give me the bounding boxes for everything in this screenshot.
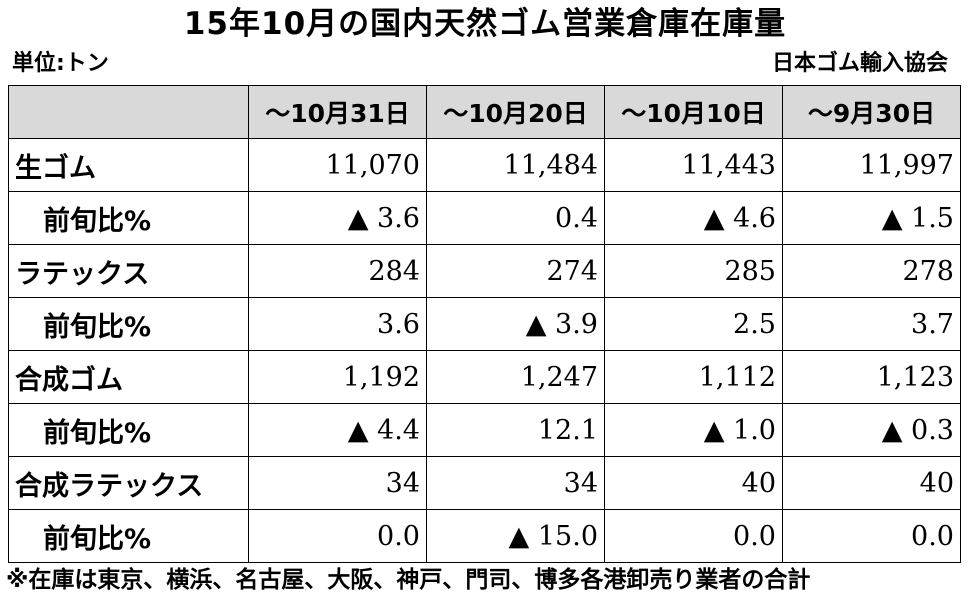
table-header-corner xyxy=(8,85,249,139)
table-cell: 3.7 xyxy=(782,297,961,351)
table-cell-negative: 1.5 xyxy=(782,191,961,245)
table-cell: 284 xyxy=(248,244,427,298)
table-cell: 285 xyxy=(604,244,783,298)
row-label: ラテックス xyxy=(8,244,249,298)
source-label: 日本ゴム輸入協会 xyxy=(771,51,948,76)
table-row: 前旬比%3.60.44.61.5 xyxy=(8,191,961,245)
row-label-change: 前旬比% xyxy=(8,297,249,351)
table-row: 前旬比%3.63.92.53.7 xyxy=(8,297,961,351)
table-cell-negative: 3.9 xyxy=(426,297,605,351)
table-cell-negative: 4.6 xyxy=(604,191,783,245)
table-cell: 274 xyxy=(426,244,605,298)
table-row: 前旬比%0.015.00.00.0 xyxy=(8,509,961,563)
row-label-change: 前旬比% xyxy=(8,403,249,457)
unit-label: 単位:トン xyxy=(12,51,109,76)
column-header: ～10月20日 xyxy=(426,85,605,139)
table-cell: 0.0 xyxy=(248,509,427,563)
table-row: 生ゴム 11,070 11,484 11,443 11,997 xyxy=(8,138,961,192)
table-cell: 3.6 xyxy=(248,297,427,351)
table-header-row: ～10月31日 ～10月20日 ～10月10日 ～9月30日 xyxy=(8,85,961,139)
column-header: ～10月31日 xyxy=(248,85,427,139)
table-cell: 40 xyxy=(782,456,961,510)
table-cell: 2.5 xyxy=(604,297,783,351)
column-header: ～10月10日 xyxy=(604,85,783,139)
table-row: ラテックス 284 274 285 278 xyxy=(8,244,961,298)
table-cell: 1,192 xyxy=(248,350,427,404)
table-cell: 0.0 xyxy=(604,509,783,563)
row-label: 合成ゴム xyxy=(8,350,249,404)
column-header: ～9月30日 xyxy=(782,85,961,139)
table-body: 生ゴム11,07011,48411,44311,997前旬比%3.60.44.6… xyxy=(8,138,961,563)
table-cell: 0.0 xyxy=(782,509,961,563)
table-row: 合成ゴム 1,192 1,247 1,112 1,123 xyxy=(8,350,961,404)
row-label: 生ゴム xyxy=(8,138,249,192)
table-cell: 1,247 xyxy=(426,350,605,404)
table-row: 前旬比%4.412.11.00.3 xyxy=(8,403,961,457)
table-cell: 11,443 xyxy=(604,138,783,192)
table-cell-negative: 4.4 xyxy=(248,403,427,457)
table-cell-negative: 15.0 xyxy=(426,509,605,563)
table-cell: 11,484 xyxy=(426,138,605,192)
table-row: 合成ラテックス 34 34 40 40 xyxy=(8,456,961,510)
table-cell-negative: 3.6 xyxy=(248,191,427,245)
table-cell: 11,070 xyxy=(248,138,427,192)
table-cell: 11,997 xyxy=(782,138,961,192)
table-cell: 12.1 xyxy=(426,403,605,457)
table-cell: 1,123 xyxy=(782,350,961,404)
row-label: 合成ラテックス xyxy=(8,456,249,510)
table-cell: 40 xyxy=(604,456,783,510)
table-cell: 34 xyxy=(426,456,605,510)
table-cell-negative: 1.0 xyxy=(604,403,783,457)
row-label-change: 前旬比% xyxy=(8,509,249,563)
footnote: ※在庫は東京、横浜、名古屋、大阪、神戸、門司、博多各港卸売り業者の合計 xyxy=(6,567,811,593)
table-cell-negative: 0.3 xyxy=(782,403,961,457)
table-cell: 34 xyxy=(248,456,427,510)
row-label-change: 前旬比% xyxy=(8,191,249,245)
table-cell: 0.4 xyxy=(426,191,605,245)
inventory-table: ～10月31日 ～10月20日 ～10月10日 ～9月30日 生ゴム 11,070… xyxy=(8,85,961,563)
page-title: 15年10月の国内天然ゴム営業倉庫在庫量 xyxy=(183,6,787,42)
table-cell: 1,112 xyxy=(604,350,783,404)
table-cell: 278 xyxy=(782,244,961,298)
